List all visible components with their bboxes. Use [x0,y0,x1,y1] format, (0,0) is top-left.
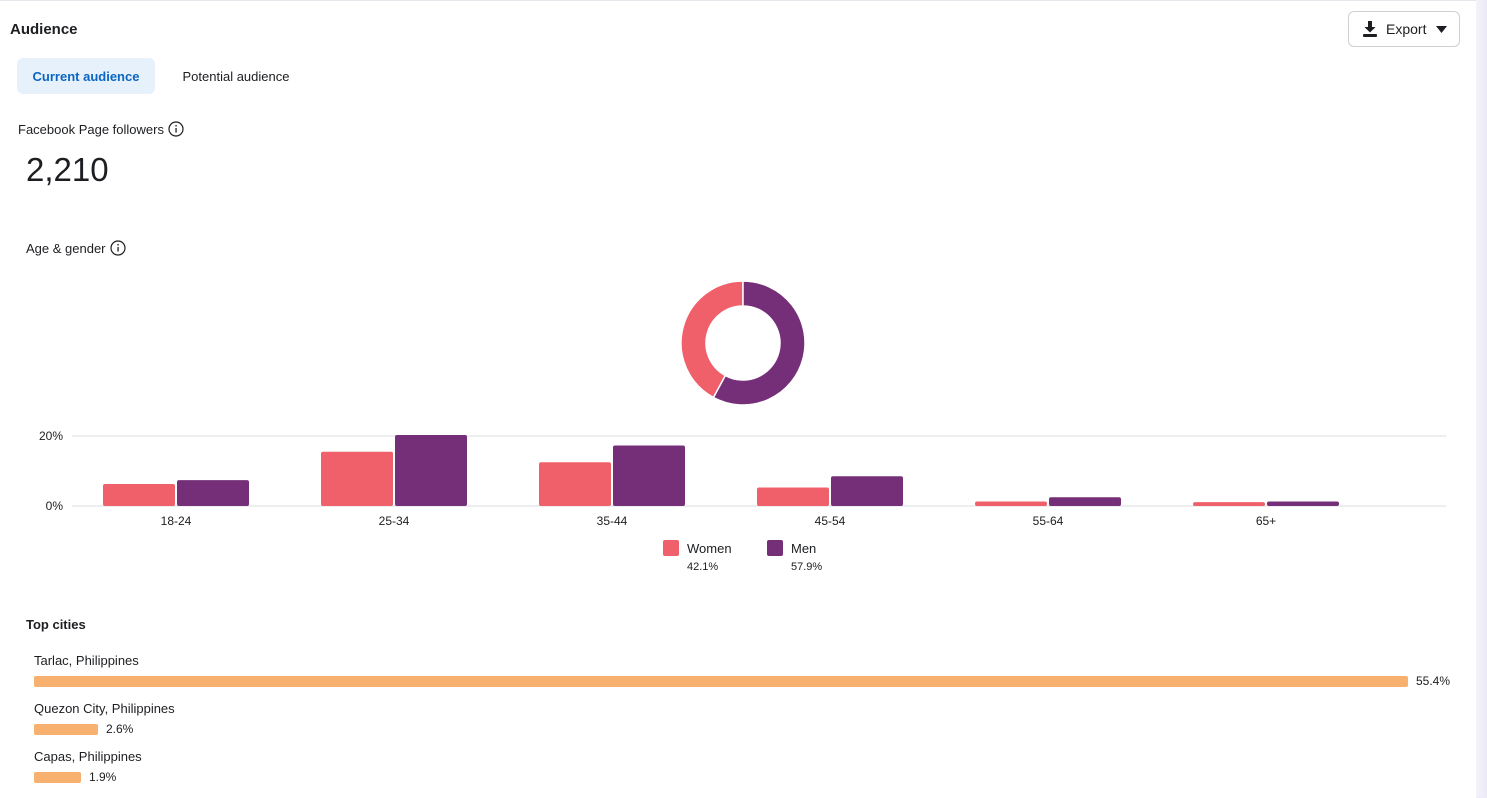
city-percent: 2.6% [106,722,134,736]
top-cities-title: Top cities [26,617,86,632]
city-percent: 1.9% [89,770,117,784]
bar-men-65+[interactable] [1267,501,1339,506]
age-gender-bar-chart: 20% 0% 18-24 25-34 35-44 45-54 55-64 65+ [39,429,1446,528]
page-title: Audience [10,21,78,38]
bar-women-45-54[interactable] [757,487,829,506]
city-percent: 55.4% [1416,674,1451,688]
city-item: Quezon City, Philippines 2.6% [34,701,175,736]
export-button[interactable]: Export [1348,11,1460,47]
followers-label-row: Facebook Page followers [18,121,184,137]
info-icon[interactable] [109,240,126,256]
city-bar [34,723,98,735]
bar-men-45-54[interactable] [831,476,903,506]
x-tick-label: 18-24 [161,514,192,528]
info-icon[interactable] [168,121,184,137]
followers-count: 2,210 [26,151,109,188]
caret-down-icon [1436,25,1448,33]
donut-slice-men[interactable] [712,280,806,406]
x-tick-label: 65+ [1256,514,1276,528]
city-bar [34,675,1408,687]
city-name: Capas, Philippines [34,749,142,764]
city-item: Capas, Philippines 1.9% [34,749,142,784]
legend-percent-men: 57.9% [791,561,823,573]
tab-current-audience[interactable]: Current audience [17,58,155,94]
city-bar [34,771,81,783]
city-item: Tarlac, Philippines 55.4% [34,653,1450,688]
legend-percent-women: 42.1% [687,561,719,573]
city-name: Quezon City, Philippines [34,701,175,716]
y-tick-label: 0% [46,499,64,513]
gender-donut-chart [680,280,806,406]
x-tick-label: 25-34 [379,514,410,528]
tab-potential-audience[interactable]: Potential audience [182,68,290,84]
legend-men: Men 57.9% [767,540,822,573]
x-tick-label: 35-44 [597,514,628,528]
followers-label: Facebook Page followers [18,121,164,137]
legend-label-women: Women [687,540,732,556]
bar-women-18-24[interactable] [103,483,175,506]
donut-slice-women[interactable] [680,280,744,399]
legend-label-men: Men [791,540,817,556]
legend-swatch-women [663,540,679,556]
bar-women-55-64[interactable] [975,501,1047,506]
bar-women-35-44[interactable] [539,462,611,506]
x-tick-label: 45-54 [815,514,846,528]
bar-women-65+[interactable] [1193,502,1265,506]
legend-women: Women 42.1% [663,540,732,573]
bar-women-25-34[interactable] [321,451,393,506]
bar-men-25-34[interactable] [395,434,467,506]
bar-men-18-24[interactable] [177,480,249,506]
city-name: Tarlac, Philippines [34,653,139,668]
right-scroll-gutter [1476,0,1487,797]
y-tick-label: 20% [39,429,63,443]
export-label: Export [1386,21,1427,37]
age-gender-label-row: Age & gender [26,240,126,256]
age-gender-label: Age & gender [26,240,106,256]
download-icon [1363,21,1377,37]
legend-swatch-men [767,540,783,556]
x-tick-label: 55-64 [1033,514,1064,528]
bar-men-55-64[interactable] [1049,497,1121,506]
bar-men-35-44[interactable] [613,445,685,506]
